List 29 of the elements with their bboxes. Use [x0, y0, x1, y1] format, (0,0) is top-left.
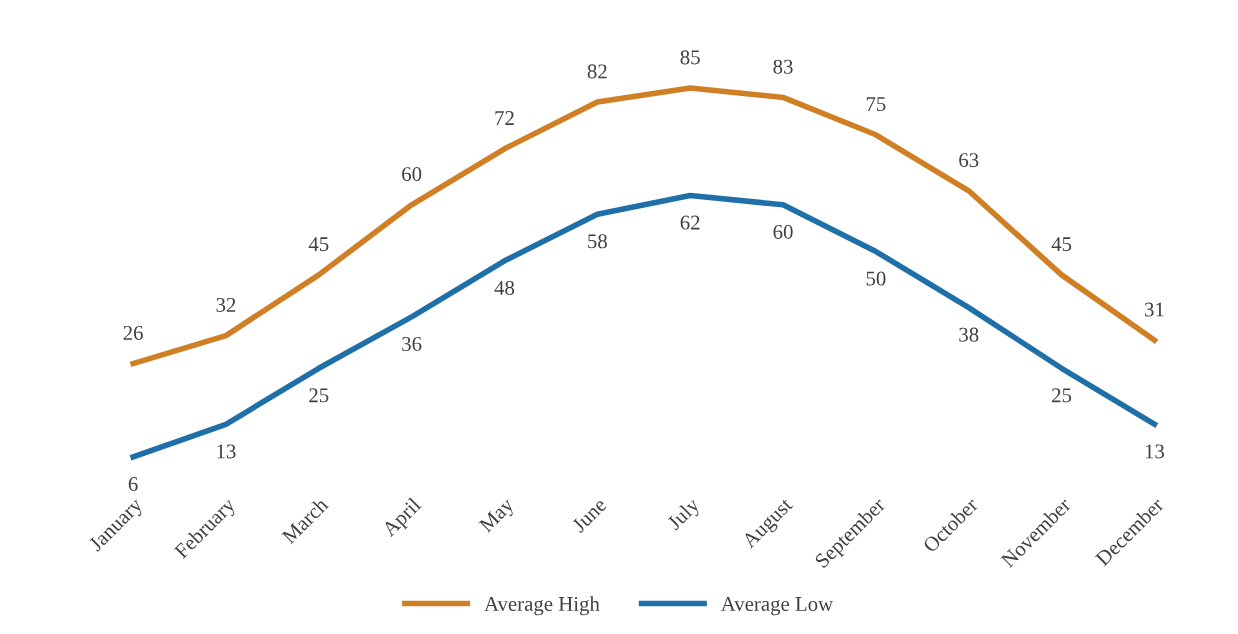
data-label: 45 [308, 237, 329, 252]
legend-label: Average High [484, 596, 600, 616]
data-label: 32 [216, 297, 236, 312]
data-label: 6 [128, 477, 138, 492]
data-label: 83 [773, 59, 793, 74]
data-label: 50 [866, 271, 886, 286]
data-label: 62 [680, 215, 700, 230]
data-label: 13 [217, 444, 236, 459]
legend-label: Average Low [720, 597, 834, 616]
data-label: 25 [1052, 388, 1072, 403]
data-label: 38 [959, 327, 979, 342]
data-label: 48 [494, 280, 515, 295]
data-label: 36 [402, 337, 422, 351]
data-label: 58 [588, 234, 607, 249]
x-tick-label: May [478, 496, 518, 537]
data-label: 60 [402, 167, 422, 182]
data-label: 25 [309, 388, 329, 403]
x-tick-label: July [665, 496, 704, 534]
data-label: 72 [495, 111, 514, 125]
data-label: 31 [1145, 302, 1164, 317]
x-tick-label: June [571, 497, 608, 534]
data-label: 26 [123, 325, 143, 340]
data-label: 85 [680, 50, 700, 65]
data-label: 82 [587, 64, 607, 79]
data-label: 45 [1051, 237, 1072, 252]
data-label: 13 [1145, 444, 1165, 459]
data-label: 60 [773, 224, 793, 239]
data-label: 63 [959, 153, 979, 168]
data-label: 75 [866, 97, 886, 112]
